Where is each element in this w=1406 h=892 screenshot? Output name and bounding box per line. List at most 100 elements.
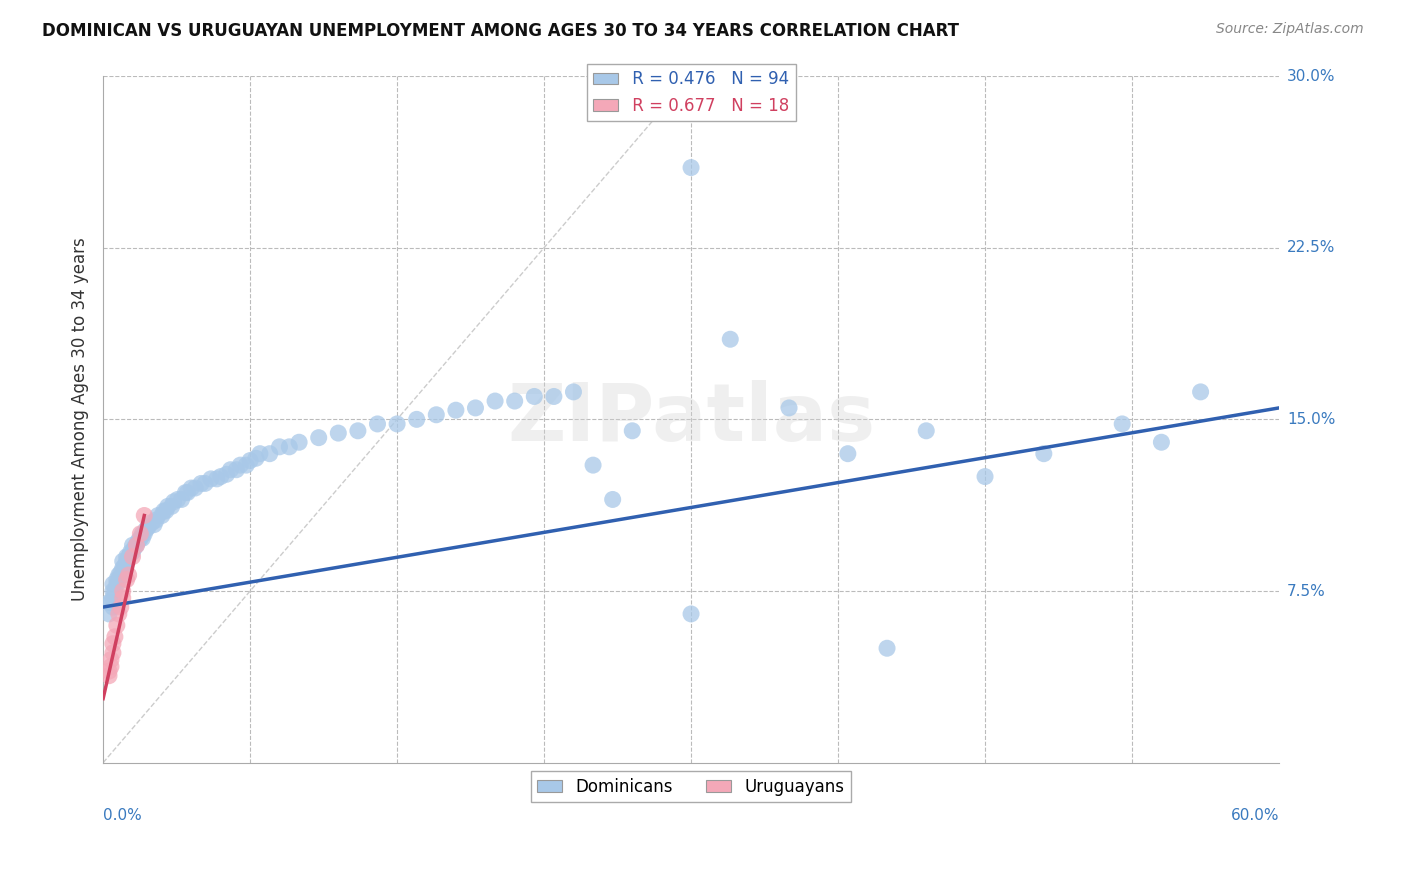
Point bbox=[143, 517, 166, 532]
Text: 7.5%: 7.5% bbox=[1286, 583, 1326, 599]
Point bbox=[235, 458, 257, 472]
Point bbox=[328, 426, 350, 441]
Point bbox=[135, 522, 157, 536]
Point bbox=[101, 577, 124, 591]
Text: 15.0%: 15.0% bbox=[1286, 412, 1336, 427]
Text: 0.0%: 0.0% bbox=[103, 808, 142, 823]
Point bbox=[484, 394, 506, 409]
Point bbox=[150, 508, 173, 523]
Point bbox=[111, 591, 134, 605]
Point bbox=[562, 384, 585, 399]
Point bbox=[229, 458, 252, 472]
Point bbox=[101, 591, 124, 605]
Point bbox=[876, 641, 898, 656]
Point bbox=[184, 481, 207, 495]
Point bbox=[100, 595, 122, 609]
Point bbox=[101, 637, 124, 651]
Point bbox=[98, 664, 121, 678]
Point bbox=[681, 607, 703, 621]
Point bbox=[405, 412, 427, 426]
Text: 60.0%: 60.0% bbox=[1230, 808, 1279, 823]
Point bbox=[110, 566, 132, 580]
Point bbox=[366, 417, 388, 431]
Point bbox=[621, 424, 644, 438]
Point bbox=[1032, 447, 1054, 461]
Point bbox=[115, 554, 138, 568]
Point bbox=[170, 492, 193, 507]
Text: ZIPatlas: ZIPatlas bbox=[508, 380, 875, 458]
Point bbox=[602, 492, 624, 507]
Point bbox=[155, 504, 177, 518]
Point bbox=[464, 401, 486, 415]
Text: 30.0%: 30.0% bbox=[1286, 69, 1336, 84]
Point bbox=[114, 558, 136, 573]
Point bbox=[163, 495, 186, 509]
Point bbox=[249, 447, 271, 461]
Point bbox=[98, 595, 121, 609]
Point bbox=[117, 549, 139, 564]
Point bbox=[425, 408, 447, 422]
Point bbox=[194, 476, 217, 491]
Point bbox=[121, 538, 143, 552]
Point bbox=[111, 554, 134, 568]
Point bbox=[134, 508, 156, 523]
Point bbox=[444, 403, 467, 417]
Point bbox=[141, 516, 163, 530]
Point bbox=[98, 607, 121, 621]
Point bbox=[131, 526, 153, 541]
Point bbox=[718, 332, 741, 346]
Point bbox=[125, 538, 148, 552]
Point bbox=[543, 389, 565, 403]
Point bbox=[1150, 435, 1173, 450]
Point bbox=[153, 504, 176, 518]
Point bbox=[200, 472, 222, 486]
Point bbox=[136, 520, 159, 534]
Point bbox=[1111, 417, 1133, 431]
Point bbox=[108, 573, 131, 587]
Point bbox=[105, 577, 128, 591]
Point bbox=[98, 669, 121, 683]
Point bbox=[308, 431, 330, 445]
Point bbox=[145, 513, 167, 527]
Point bbox=[245, 451, 267, 466]
Point bbox=[129, 532, 152, 546]
Point bbox=[837, 447, 859, 461]
Point bbox=[105, 573, 128, 587]
Point bbox=[288, 435, 311, 450]
Text: Source: ZipAtlas.com: Source: ZipAtlas.com bbox=[1216, 22, 1364, 37]
Point bbox=[347, 424, 370, 438]
Point bbox=[180, 481, 202, 495]
Point bbox=[385, 417, 408, 431]
Text: DOMINICAN VS URUGUAYAN UNEMPLOYMENT AMONG AGES 30 TO 34 YEARS CORRELATION CHART: DOMINICAN VS URUGUAYAN UNEMPLOYMENT AMON… bbox=[42, 22, 959, 40]
Point bbox=[681, 161, 703, 175]
Point bbox=[160, 500, 183, 514]
Point bbox=[100, 659, 122, 673]
Point bbox=[121, 549, 143, 564]
Point bbox=[125, 538, 148, 552]
Text: 22.5%: 22.5% bbox=[1286, 240, 1336, 255]
Point bbox=[166, 492, 188, 507]
Point bbox=[104, 584, 127, 599]
Point bbox=[278, 440, 301, 454]
Point bbox=[127, 533, 149, 548]
Point bbox=[209, 469, 232, 483]
Point bbox=[100, 653, 122, 667]
Point bbox=[174, 485, 197, 500]
Point bbox=[269, 440, 291, 454]
Point bbox=[219, 463, 242, 477]
Point bbox=[131, 532, 153, 546]
Point bbox=[1189, 384, 1212, 399]
Point bbox=[108, 568, 131, 582]
Point bbox=[225, 463, 247, 477]
Point bbox=[205, 472, 228, 486]
Point bbox=[915, 424, 938, 438]
Point bbox=[110, 600, 132, 615]
Point bbox=[117, 568, 139, 582]
Y-axis label: Unemployment Among Ages 30 to 34 years: Unemployment Among Ages 30 to 34 years bbox=[72, 237, 89, 601]
Point bbox=[101, 646, 124, 660]
Point bbox=[101, 584, 124, 599]
Point bbox=[239, 453, 262, 467]
Legend: Dominicans, Uruguayans: Dominicans, Uruguayans bbox=[530, 771, 852, 803]
Point bbox=[778, 401, 800, 415]
Point bbox=[523, 389, 546, 403]
